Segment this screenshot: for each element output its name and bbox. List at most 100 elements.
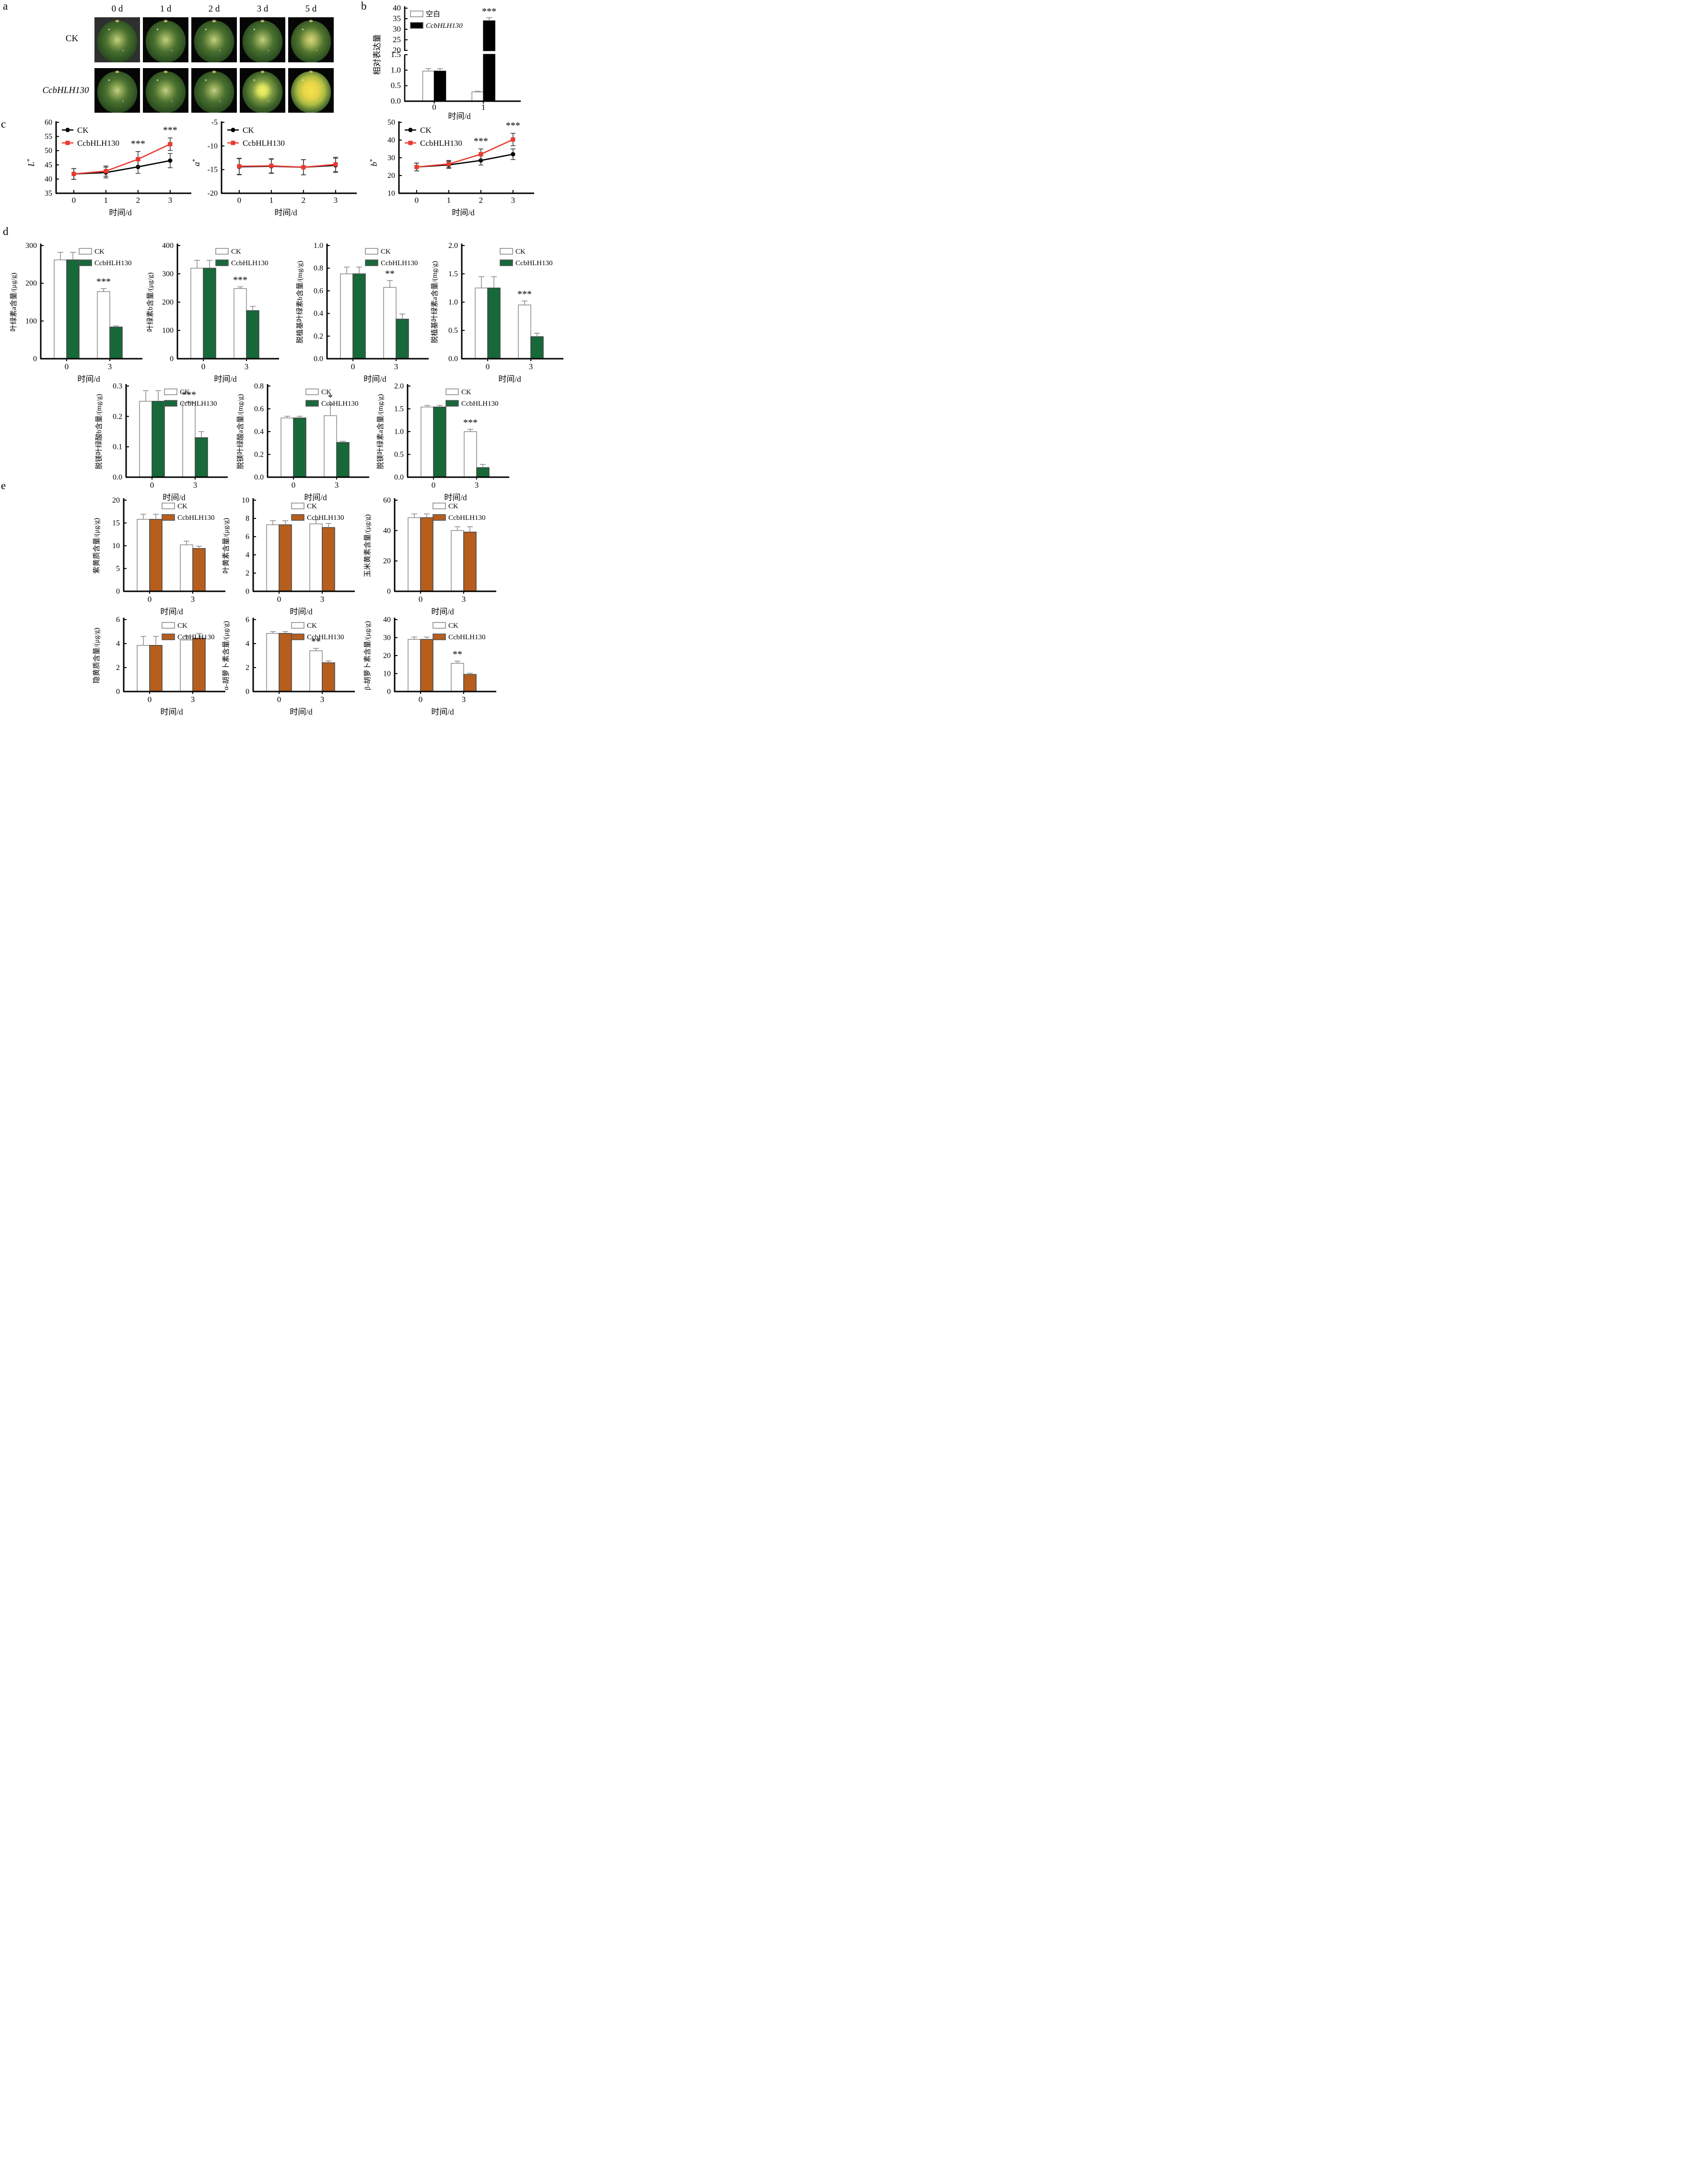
x-tick-label: 0 (419, 595, 423, 604)
legend-swatch (215, 259, 229, 266)
legend-label: CK (243, 126, 254, 135)
legend-swatch (433, 503, 446, 509)
bar (433, 70, 446, 102)
significance-label: *** (131, 139, 145, 149)
y-tick-label: 10 (112, 542, 120, 550)
chart-d1: 0 100 200 300 0 3 时间/d 叶绿素a含量/(μg/g) CK CcbHLH130… (7, 226, 147, 386)
y-tick-label: 100 (25, 317, 37, 325)
x-axis-label: 时间/d (304, 493, 327, 502)
chart-d4: 0.0 0.5 1.0 1.5 2.0 0 3 时间/d 脱植基叶绿素a含量/(mg/g) CK C… (428, 226, 568, 386)
y-tick-label: 2 (246, 664, 249, 672)
y-tick-label: 300 (25, 242, 37, 250)
chart-svg-c3: 10 20 30 40 50 0 1 2 3 时间/d b* CK CcbHLH130 *** *** (368, 118, 534, 217)
significance-label: *** (506, 120, 520, 131)
bar (322, 527, 335, 592)
x-tick-label: 0 (415, 196, 419, 205)
fruit-photo (143, 68, 188, 113)
legend-label: CK (177, 622, 187, 630)
y-tick-label: 0.0 (448, 355, 458, 363)
x-tick-label: 0 (148, 695, 152, 704)
data-line (239, 164, 336, 168)
legend-marker (408, 141, 413, 145)
y-tick-label: 6 (246, 533, 249, 541)
chart-svg-e5: 0 2 4 6 0 3 时间/d α-胡萝卜素含量/(μg/g) CK CcbHLH130** (222, 616, 355, 716)
legend-swatch (164, 400, 177, 407)
y-tick-label: 100 (162, 327, 174, 335)
legend-swatch (365, 248, 378, 255)
significance-label: *** (163, 125, 177, 136)
y-axis-label: 脱镁叶绿酸a含量/(mg/g) (236, 394, 245, 469)
legend-label: CcbHLH130 (321, 400, 359, 408)
legend-label: CcbHLH130 (461, 400, 499, 408)
y-axis-label: 相对表达量 (373, 35, 382, 75)
x-axis-label: 时间/d (363, 375, 386, 384)
bar (97, 291, 110, 359)
bar (279, 524, 292, 592)
data-point (237, 164, 242, 169)
y-tick-label: 50 (387, 118, 395, 127)
bar (203, 268, 216, 359)
y-tick-label: 30 (393, 24, 401, 34)
y-tick-label: 25 (393, 35, 401, 44)
y-tick-label: -5 (211, 118, 218, 127)
legend-swatch (445, 388, 459, 395)
y-tick-label: 0.5 (394, 451, 404, 459)
bar (192, 638, 206, 692)
y-tick-label: 6 (116, 616, 120, 624)
chart-svg-d3: 0.0 0.2 0.4 0.6 0.8 1.0 0 3 时间/d 脱植基叶绿素b含量/(mg/g)… (296, 242, 429, 384)
chart-svg-d1: 0 100 200 300 0 3 时间/d 叶绿素a含量/(μg/g) CK CcbHLH130… (10, 242, 142, 384)
bar (109, 327, 123, 359)
legend-marker (65, 128, 70, 132)
chart-d3: 0.0 0.2 0.4 0.6 0.8 1.0 0 3 时间/d 脱植基叶绿素b含量/(mg/g)… (293, 226, 433, 386)
x-tick-label: 2 (302, 196, 306, 205)
legend-swatch (162, 503, 175, 509)
x-axis-label: 时间/d (448, 112, 471, 121)
x-axis-label: 时间/d (452, 208, 475, 217)
y-axis-label: 玉米黄素含量/(μg/g) (363, 514, 372, 577)
bar (340, 273, 353, 359)
y-axis-label: β-胡萝卜素含量/(μg/g) (363, 621, 372, 690)
x-tick-label: 0 (432, 103, 436, 112)
fruit-image (291, 70, 331, 113)
y-tick-label: 0.6 (314, 287, 323, 295)
chart-e6: 0 10 20 30 40 0 3 时间/d β-胡萝卜素含量/(μg/g) CK CcbHLH13… (362, 605, 502, 720)
bar (293, 417, 306, 478)
significance-label: *** (463, 417, 478, 428)
legend-label: CcbHLH130 (231, 259, 269, 267)
x-tick-label: 0 (277, 595, 281, 604)
data-point (446, 162, 451, 166)
fruit-photo (94, 68, 140, 113)
x-tick-label: 3 (191, 695, 195, 704)
legend-label: CK (321, 388, 331, 396)
y-tick-label: 6 (246, 616, 249, 624)
y-tick-label: 40 (393, 3, 401, 12)
y-axis-label: b* (369, 159, 379, 166)
legend-swatch (365, 259, 378, 266)
legend-swatch (433, 634, 446, 640)
chart-svg-e2: 0 2 4 6 8 10 0 3 时间/d 叶黄素含量/(μg/g) CK CcbHLH130 (222, 496, 355, 616)
significance-label: *** (96, 277, 111, 287)
bar (408, 639, 421, 692)
bar (309, 523, 323, 592)
bar (463, 674, 477, 692)
legend-swatch (162, 514, 175, 521)
y-tick-label: 0 (246, 587, 249, 596)
legend-swatch (291, 514, 304, 521)
x-tick-label: 0 (486, 362, 490, 371)
bar (139, 400, 152, 478)
y-axis-label: 脱镁叶绿素a含量/(mg/g) (376, 394, 385, 469)
legend-marker (231, 141, 235, 145)
y-tick-label: 1.5 (391, 50, 401, 59)
x-tick-label: 3 (462, 595, 466, 604)
legend-marker (408, 128, 413, 132)
y-tick-label: 20 (383, 557, 391, 565)
legend-label: CcbHLH130 (307, 514, 344, 522)
y-tick-label: 0 (170, 355, 174, 363)
chart-d5: 0.0 0.1 0.2 0.3 0 3 时间/d 脱镁叶绿酸b含量/(mg/g) CK CcbHL… (94, 369, 234, 516)
y-tick-label: 2.0 (394, 382, 404, 390)
bar (420, 639, 433, 692)
bar (149, 645, 163, 692)
y-tick-label: 10 (242, 496, 249, 505)
x-tick-label: 1 (481, 103, 486, 112)
legend-label: CcbHLH130 (381, 259, 418, 267)
